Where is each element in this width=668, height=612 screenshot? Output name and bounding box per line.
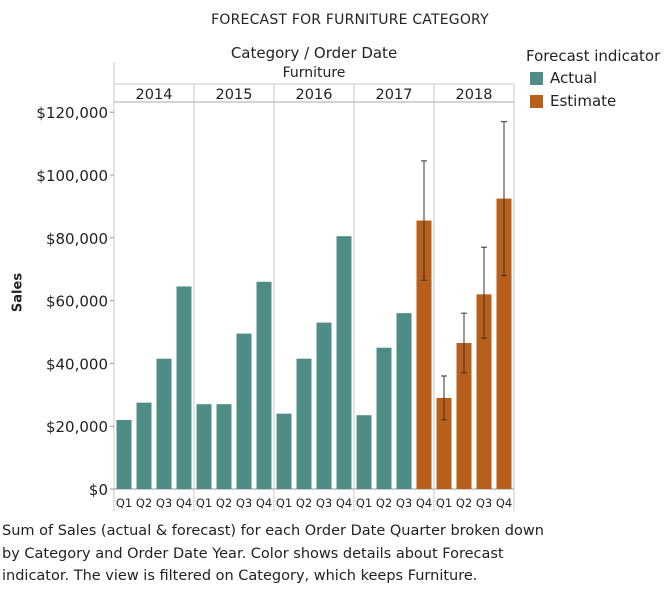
quarter-label: Q2 bbox=[456, 496, 472, 510]
sales-bar bbox=[436, 397, 452, 489]
quarter-label: Q1 bbox=[196, 496, 212, 510]
sales-bar bbox=[416, 220, 432, 489]
chart-caption: Sum of Sales (actual & forecast) for eac… bbox=[2, 523, 544, 584]
column-header-label: Category / Order Date bbox=[230, 44, 398, 62]
y-tick-label: $20,000 bbox=[46, 418, 108, 436]
quarter-label: Q4 bbox=[256, 496, 272, 510]
sales-bar bbox=[376, 347, 392, 489]
quarter-label: Q4 bbox=[176, 496, 192, 510]
quarter-label: Q4 bbox=[336, 496, 352, 510]
quarter-label: Q2 bbox=[136, 496, 152, 510]
sales-bar bbox=[276, 413, 292, 489]
sales-bar bbox=[356, 415, 372, 489]
year-header-label: 2015 bbox=[216, 87, 253, 103]
sales-bar bbox=[296, 358, 312, 489]
sales-bar bbox=[176, 286, 192, 489]
sales-bar bbox=[236, 333, 252, 489]
legend-swatch-actual bbox=[530, 72, 543, 85]
sales-bar bbox=[316, 322, 332, 489]
quarter-label: Q4 bbox=[496, 496, 512, 510]
quarter-label: Q3 bbox=[316, 496, 332, 510]
y-tick-label: $0 bbox=[89, 481, 108, 499]
sales-bar bbox=[476, 294, 492, 489]
sales-bar bbox=[196, 404, 212, 489]
quarter-label: Q2 bbox=[296, 496, 312, 510]
sales-bar bbox=[396, 313, 412, 489]
quarter-label: Q1 bbox=[116, 496, 132, 510]
quarter-label: Q1 bbox=[276, 496, 292, 510]
y-tick-label: $80,000 bbox=[46, 230, 108, 248]
quarter-label: Q3 bbox=[396, 496, 412, 510]
quarter-label: Q3 bbox=[236, 496, 252, 510]
sales-bar bbox=[496, 198, 512, 490]
y-tick-label: $40,000 bbox=[46, 355, 108, 373]
quarter-label: Q1 bbox=[436, 496, 452, 510]
quarter-label: Q3 bbox=[156, 496, 172, 510]
sales-bar bbox=[336, 236, 352, 489]
legend-label-estimate: Estimate bbox=[550, 92, 617, 110]
sales-bar bbox=[116, 419, 132, 489]
quarter-label: Q4 bbox=[416, 496, 432, 510]
y-tick-label: $120,000 bbox=[36, 104, 108, 122]
legend-title: Forecast indicator bbox=[526, 47, 661, 65]
chart-title: FORECAST FOR FURNITURE CATEGORY bbox=[211, 12, 489, 28]
y-tick-label: $60,000 bbox=[46, 293, 108, 311]
quarter-label: Q2 bbox=[376, 496, 392, 510]
quarter-label: Q3 bbox=[476, 496, 492, 510]
year-header-label: 2014 bbox=[136, 87, 173, 103]
sales-bar bbox=[256, 281, 272, 489]
sales-bar bbox=[136, 402, 152, 489]
year-header-label: 2016 bbox=[296, 87, 333, 103]
year-header-label: 2018 bbox=[456, 87, 493, 103]
year-header-label: 2017 bbox=[376, 87, 413, 103]
sales-bar bbox=[156, 358, 172, 489]
sales-bar bbox=[456, 342, 472, 489]
category-header: Furniture bbox=[282, 65, 346, 81]
legend-swatch-estimate bbox=[530, 95, 543, 108]
quarter-label: Q1 bbox=[356, 496, 372, 510]
sales-bar bbox=[216, 404, 232, 489]
legend-label-actual: Actual bbox=[550, 69, 597, 87]
y-tick-label: $100,000 bbox=[36, 167, 108, 185]
quarter-label: Q2 bbox=[216, 496, 232, 510]
